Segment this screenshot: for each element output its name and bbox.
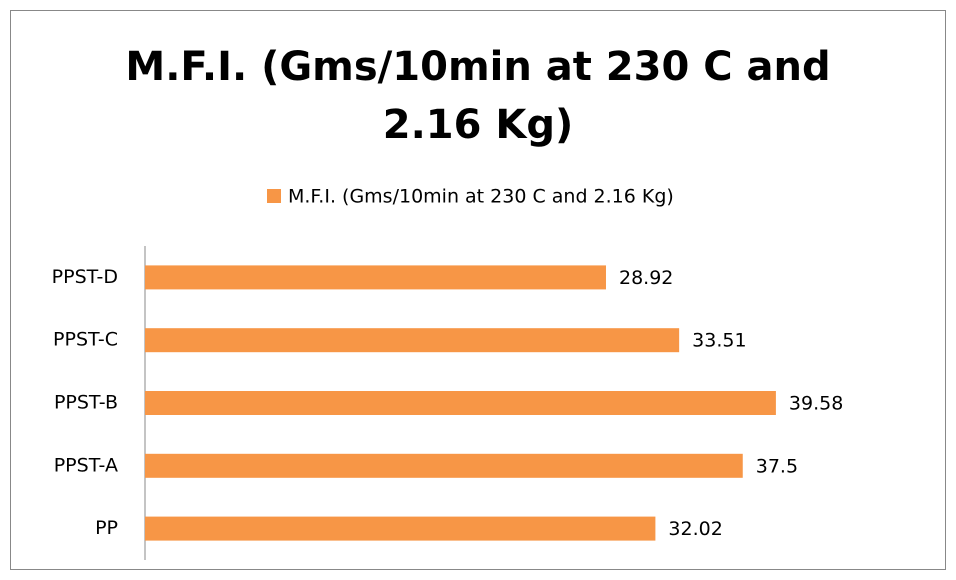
bar [145, 328, 680, 353]
legend-label: M.F.I. (Gms/10min at 230 C and 2.16 Kg) [288, 186, 674, 208]
bar [145, 391, 776, 415]
y-tick-label: PPST-D [52, 266, 118, 288]
chart-title: M.F.I. (Gms/10min at 230 C and 2.16 Kg) [125, 44, 831, 148]
y-tick-label: PPST-A [54, 454, 118, 476]
bar [145, 516, 656, 541]
data-label: 33.51 [692, 330, 746, 352]
data-label: 39.58 [789, 393, 843, 415]
y-tick-label: PPST-C [53, 329, 118, 351]
y-tick-label: PPST-B [54, 392, 118, 414]
bar [145, 453, 743, 478]
bar [145, 265, 606, 290]
data-label: 32.02 [668, 518, 722, 540]
data-label: 28.92 [619, 267, 673, 289]
y-tick-label: PP [95, 517, 118, 539]
legend-swatch [267, 189, 281, 203]
data-label: 37.5 [756, 455, 798, 477]
